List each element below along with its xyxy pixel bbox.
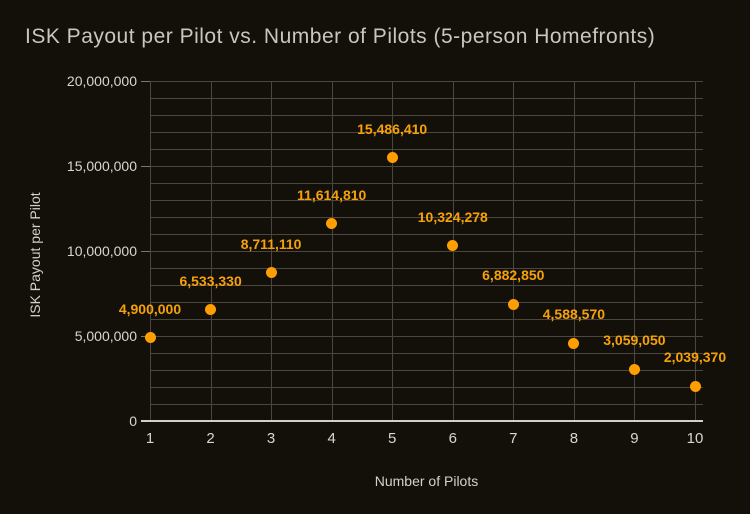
x-tick-label: 3 xyxy=(266,430,276,447)
horizontal-gridline xyxy=(150,183,703,184)
y-tick-label: 10,000,000 xyxy=(66,243,137,259)
point-label: 4,900,000 xyxy=(118,300,182,317)
horizontal-gridline xyxy=(150,302,703,303)
x-tick-label: 7 xyxy=(509,430,518,447)
horizontal-gridline xyxy=(150,387,703,388)
data-point[interactable] xyxy=(568,337,580,349)
horizontal-gridline xyxy=(150,166,703,167)
data-point[interactable] xyxy=(507,298,519,310)
x-tick-label: 2 xyxy=(206,430,215,447)
data-point[interactable] xyxy=(265,267,277,279)
horizontal-gridline xyxy=(150,404,703,405)
vertical-gridline xyxy=(573,81,575,421)
y-tick-mark xyxy=(141,251,150,252)
point-label: 6,882,850 xyxy=(482,267,545,283)
horizontal-gridline xyxy=(150,149,703,150)
x-axis-baseline xyxy=(141,420,703,422)
data-point[interactable] xyxy=(205,304,217,316)
horizontal-gridline xyxy=(150,81,703,82)
vertical-gridline xyxy=(271,81,273,421)
x-tick-label: 1 xyxy=(145,430,155,447)
data-point[interactable] xyxy=(628,363,640,375)
vertical-gridline xyxy=(513,81,515,421)
y-tick-mark xyxy=(141,166,150,167)
horizontal-gridline xyxy=(150,268,703,269)
point-label: 15,486,410 xyxy=(357,120,428,137)
vertical-gridline xyxy=(392,81,394,421)
horizontal-gridline xyxy=(150,251,703,252)
horizontal-gridline xyxy=(150,132,703,133)
vertical-gridline xyxy=(150,81,151,421)
point-label: 11,614,810 xyxy=(297,186,367,203)
horizontal-gridline xyxy=(150,319,703,320)
point-label: 6,533,330 xyxy=(179,272,242,289)
data-point[interactable] xyxy=(689,380,701,392)
horizontal-gridline xyxy=(150,285,703,286)
vertical-gridline xyxy=(695,81,696,421)
point-label: 8,711,110 xyxy=(240,235,302,252)
x-tick-label: 9 xyxy=(630,430,639,447)
chart-title: ISK Payout per Pilot vs. Number of Pilot… xyxy=(25,25,656,48)
x-tick-label: 6 xyxy=(448,430,457,447)
point-label: 4,588,570 xyxy=(542,306,606,322)
horizontal-gridline xyxy=(150,200,703,201)
horizontal-gridline xyxy=(150,370,703,371)
data-point[interactable] xyxy=(447,240,459,251)
vertical-gridline xyxy=(452,81,454,421)
x-tick-label: 10 xyxy=(686,430,704,447)
horizontal-gridline xyxy=(150,336,703,337)
x-axis-title: Number of Pilots xyxy=(374,473,479,489)
y-tick-mark xyxy=(141,81,150,82)
point-label: 10,324,278 xyxy=(417,208,488,225)
point-label: 2,039,370 xyxy=(663,349,727,366)
vertical-gridline xyxy=(331,81,333,421)
y-tick-label: 20,000,000 xyxy=(66,73,137,89)
y-tick-label: 15,000,000 xyxy=(66,158,137,174)
horizontal-gridline xyxy=(150,115,703,116)
horizontal-gridline xyxy=(150,353,703,354)
y-tick-label: 0 xyxy=(129,413,137,429)
vertical-gridline xyxy=(634,81,636,421)
y-tick-label: 5,000,000 xyxy=(74,328,137,344)
data-point[interactable] xyxy=(326,218,338,229)
x-tick-label: 8 xyxy=(569,430,579,447)
data-point[interactable] xyxy=(144,332,156,344)
data-point[interactable] xyxy=(386,152,398,164)
plot-area: 0 5,000,000 10,000,000 15,000,000 20,000,000… xyxy=(67,73,726,447)
horizontal-gridline xyxy=(150,217,703,218)
horizontal-gridline xyxy=(150,234,703,235)
point-label: 3,059,050 xyxy=(603,332,666,348)
x-tick-label: 4 xyxy=(327,430,336,447)
vertical-gridline xyxy=(210,81,212,421)
x-tick-label: 5 xyxy=(388,430,397,447)
horizontal-gridline xyxy=(150,98,703,99)
